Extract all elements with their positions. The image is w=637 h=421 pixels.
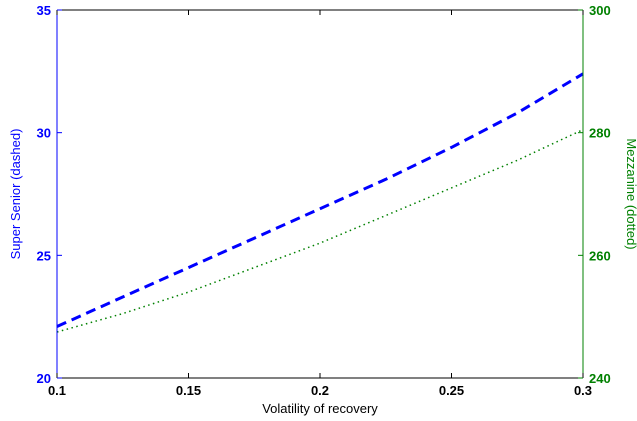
left-y-tick-label: 25 — [37, 248, 51, 263]
right-y-tick-label: 240 — [589, 371, 611, 386]
series-line-right-dotted — [56, 128, 584, 333]
x-tick-label: 0.1 — [48, 383, 66, 398]
left-y-tick-label: 35 — [37, 3, 51, 18]
left-axis-title: Super Senior (dashed) — [8, 129, 23, 260]
tick-layer: 0.1 0.15 0.2 0.25 0.3 20 25 30 35 240 260 280 300 — [37, 3, 611, 398]
right-y-tick-label: 280 — [589, 126, 611, 141]
right-axis-title: Mezzanine (dotted) — [624, 138, 637, 249]
x-tick-label: 0.3 — [574, 383, 592, 398]
x-tick-label: 0.15 — [176, 383, 201, 398]
plot-area — [57, 10, 583, 378]
right-y-tick-label: 300 — [589, 3, 611, 18]
series-line-left-dashed — [56, 72, 584, 328]
series-layer — [56, 72, 584, 333]
x-tick-label: 0.25 — [439, 383, 464, 398]
x-axis-title: Volatility of recovery — [262, 401, 378, 416]
right-y-tick-label: 260 — [589, 248, 611, 263]
left-y-tick-label: 20 — [37, 371, 51, 386]
x-tick-label: 0.2 — [311, 383, 329, 398]
left-y-tick-label: 30 — [37, 126, 51, 141]
